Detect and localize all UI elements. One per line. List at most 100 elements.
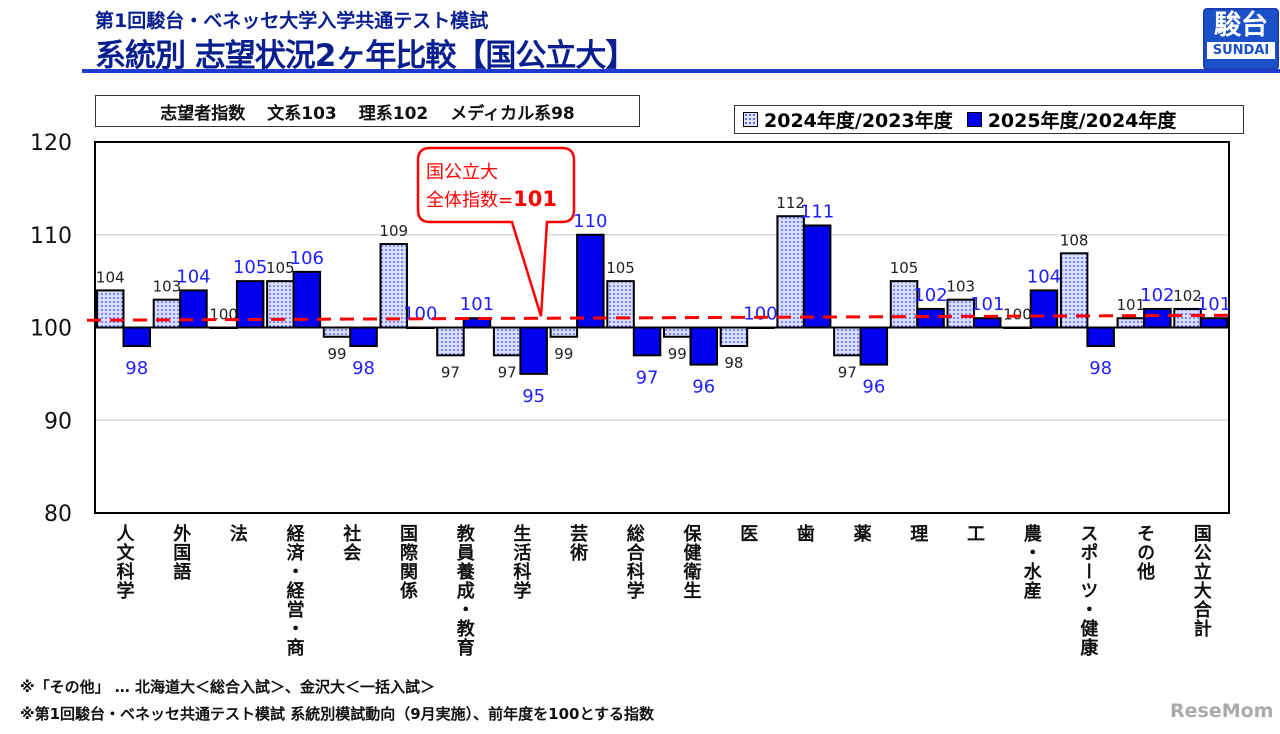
bar-2025 xyxy=(1143,307,1172,329)
x-tick-label: 法 xyxy=(226,524,248,543)
x-tick-label: 教員養成・教育 xyxy=(453,524,475,657)
data-label: 108 xyxy=(1060,231,1089,249)
data-label: 110 xyxy=(573,211,607,232)
watermark: ReseMom xyxy=(1170,700,1274,722)
bar-2024 xyxy=(663,326,692,338)
data-label: 103 xyxy=(946,278,975,296)
y-tick-label: 120 xyxy=(30,131,72,156)
data-label: 109 xyxy=(379,222,408,240)
bar-2024 xyxy=(606,280,635,329)
x-tick-label: 生活科学 xyxy=(510,524,532,600)
data-label: 111 xyxy=(800,201,834,222)
bar-2025 xyxy=(1199,317,1229,329)
bar-2024 xyxy=(152,298,182,329)
bar-2024 xyxy=(379,243,408,329)
legend: 2024年度/2023年度 2025年度/2024年度 xyxy=(734,105,1244,134)
data-label: 99 xyxy=(554,345,573,363)
legend-swatch-2025 xyxy=(966,112,982,127)
bar-2025 xyxy=(349,326,378,348)
bar-2024 xyxy=(322,326,352,338)
bar-2025 xyxy=(632,326,662,357)
bar-2024 xyxy=(436,326,465,357)
x-tick-label: 経済・経営・商 xyxy=(283,524,305,657)
data-label: 105 xyxy=(606,259,635,277)
data-label: 105 xyxy=(266,259,295,277)
data-label: 97 xyxy=(838,363,857,381)
y-tick-label: 90 xyxy=(44,409,72,434)
bar-2025 xyxy=(916,307,945,329)
data-label: 105 xyxy=(233,257,267,278)
bar-2025 xyxy=(1086,326,1115,348)
data-label: 101 xyxy=(970,294,1004,315)
data-label: 99 xyxy=(328,345,347,363)
data-label: 104 xyxy=(1027,266,1061,287)
header-divider xyxy=(82,69,1280,73)
bar-2024 xyxy=(719,326,749,348)
info-humanities: 文系103 xyxy=(267,103,337,124)
bar-2025 xyxy=(1029,289,1059,329)
legend-label-2025: 2025年度/2024年度 xyxy=(987,110,1177,132)
bar-2024 xyxy=(1116,317,1146,329)
data-label: 96 xyxy=(862,377,885,398)
data-label: 95 xyxy=(522,386,545,407)
data-label: 101 xyxy=(460,294,494,315)
x-tick-label: 国際関係 xyxy=(397,524,418,600)
x-tick-label: スポーツ・健康 xyxy=(1077,524,1099,657)
data-label: 100 xyxy=(403,304,437,325)
y-tick-label: 80 xyxy=(44,502,72,527)
callout-line1: 国公立大 xyxy=(426,162,498,183)
y-tick-label: 110 xyxy=(30,224,72,249)
info-science: 理系102 xyxy=(358,103,429,124)
data-label: 104 xyxy=(176,266,210,287)
data-label: 104 xyxy=(96,268,125,286)
x-tick-label: 芸術 xyxy=(567,524,589,562)
data-label: 97 xyxy=(636,367,659,388)
x-tick-label: 社会 xyxy=(340,524,362,562)
legend-swatch-2024 xyxy=(743,112,758,127)
data-label: 100 xyxy=(1003,306,1032,324)
bar-2024 xyxy=(776,215,805,329)
sundai-logo: 駿台 SUNDAI xyxy=(1203,8,1279,70)
data-label: 98 xyxy=(352,358,375,379)
x-tick-label: 農・水産 xyxy=(1020,524,1042,600)
data-label: 97 xyxy=(498,363,517,381)
reference-line xyxy=(86,313,1236,322)
callout-line2: 全体指数=101 xyxy=(426,187,557,211)
bar-2025 xyxy=(859,326,889,366)
data-label: 112 xyxy=(776,194,805,212)
x-tick-label: 保健衛生 xyxy=(680,524,702,600)
bar-2024 xyxy=(889,280,919,329)
logo-kanji: 駿台 xyxy=(1214,10,1268,41)
page-title: 系統別 志望状況2ヶ年比較【国公立大】 xyxy=(95,38,636,74)
bar-2025 xyxy=(519,326,548,375)
data-label: 98 xyxy=(1089,358,1112,379)
footnote-1: ※「その他」 … 北海道大＜総合入試＞、金沢大＜一括入試＞ xyxy=(20,678,436,696)
bar-2024 xyxy=(96,289,125,329)
bar-2025 xyxy=(802,224,832,329)
x-tick-label: 医 xyxy=(737,524,759,543)
data-label: 101 xyxy=(1117,296,1146,314)
bar-2024 xyxy=(946,298,975,329)
bar-2025 xyxy=(973,317,1002,329)
data-label: 100 xyxy=(743,304,777,325)
subtitle: 第1回駿台・ベネッセ大学入学共通テスト模試 xyxy=(95,10,489,32)
y-tick-label: 100 xyxy=(30,317,72,342)
legend-label-2024: 2024年度/2023年度 xyxy=(764,110,953,132)
data-label: 105 xyxy=(890,259,919,277)
bar-2024 xyxy=(833,326,862,357)
bar-2024 xyxy=(549,326,579,338)
x-tick-label: 外国語 xyxy=(170,524,192,581)
bar-2025 xyxy=(122,326,151,348)
data-label: 102 xyxy=(1140,285,1174,306)
data-label: 96 xyxy=(692,377,715,398)
data-label: 106 xyxy=(290,248,324,269)
data-label: 98 xyxy=(125,358,148,379)
logo-en: SUNDAI xyxy=(1207,42,1275,59)
bar-2025 xyxy=(689,326,718,366)
data-label: 101 xyxy=(1197,294,1231,315)
data-label: 102 xyxy=(913,285,947,306)
x-tick-label: 人文科学 xyxy=(113,524,135,600)
data-label: 102 xyxy=(1173,287,1202,305)
x-tick-label: 工 xyxy=(964,524,985,543)
